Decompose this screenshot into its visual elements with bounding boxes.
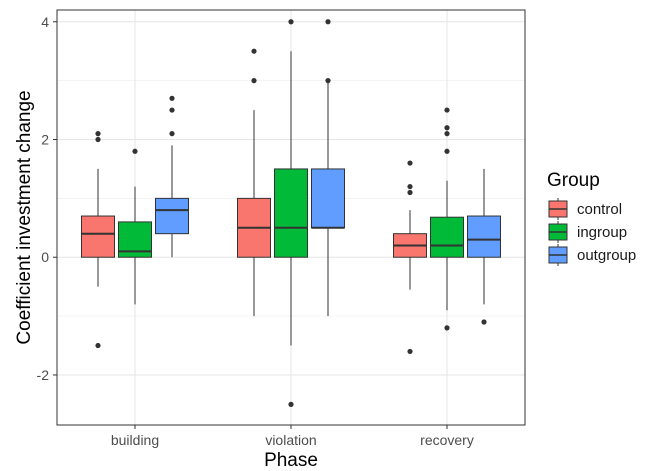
- outlier-point: [95, 136, 101, 143]
- legend-label: ingroup: [577, 224, 627, 241]
- outlier-point: [288, 401, 294, 407]
- box-ingroup-violation: [274, 19, 308, 407]
- box-body: [430, 216, 464, 258]
- outlier-point: [251, 48, 257, 54]
- outlier-point: [251, 78, 257, 84]
- box-ingroup-recovery: [430, 107, 464, 331]
- outlier-point: [288, 19, 294, 25]
- box-body: [467, 215, 501, 258]
- legend-label: outgroup: [577, 247, 636, 264]
- y-axis-ticks: -2 0 2 4: [37, 14, 57, 383]
- outlier-point: [325, 78, 331, 84]
- y-tick-label: -2: [37, 367, 50, 383]
- box-control-violation: [237, 48, 271, 317]
- outlier-point: [407, 348, 413, 355]
- outlier-point: [481, 319, 487, 325]
- outlier-point: [444, 325, 450, 331]
- box-body: [274, 168, 308, 258]
- outlier-point: [444, 125, 450, 131]
- box-control-building: [81, 131, 115, 349]
- box-body: [311, 168, 345, 229]
- x-tick-label: recovery: [420, 432, 474, 448]
- box-series: [81, 19, 501, 407]
- legend-title: Group: [547, 170, 600, 191]
- outlier-point: [407, 189, 413, 196]
- outlier-point: [444, 148, 450, 154]
- legend-item-outgroup: outgroup: [548, 244, 636, 266]
- box-outgroup-recovery: [467, 168, 501, 325]
- outlier-point: [444, 131, 450, 137]
- legend: Group control ingroup outgroup: [547, 170, 636, 266]
- box-body: [155, 197, 189, 235]
- outlier-point: [169, 131, 175, 137]
- box-body: [81, 215, 115, 258]
- outlier-point: [169, 107, 175, 113]
- y-tick-label: 0: [41, 249, 49, 265]
- outlier-point: [95, 131, 101, 137]
- y-tick-label: 4: [41, 14, 49, 30]
- y-tick-label: 2: [41, 132, 49, 148]
- box-outgroup-building: [155, 95, 189, 258]
- box-ingroup-building: [118, 148, 152, 305]
- outlier-point: [95, 342, 101, 349]
- outlier-point: [407, 183, 413, 190]
- box-control-recovery: [393, 160, 427, 355]
- x-tick-label: violation: [265, 432, 316, 448]
- outlier-point: [444, 107, 450, 113]
- outlier-point: [325, 19, 331, 25]
- x-axis-ticks: building violation recovery: [111, 425, 474, 448]
- outlier-point: [132, 148, 138, 154]
- legend-label: control: [577, 201, 622, 218]
- legend-item-ingroup: ingroup: [548, 221, 627, 243]
- x-tick-label: building: [111, 432, 159, 448]
- y-axis-title: Coefficient investment change: [14, 90, 35, 344]
- legend-item-control: control: [548, 198, 622, 220]
- x-axis-title: Phase: [264, 450, 318, 471]
- box-outgroup-violation: [311, 19, 345, 317]
- outlier-point: [407, 160, 413, 166]
- outlier-point: [169, 95, 175, 101]
